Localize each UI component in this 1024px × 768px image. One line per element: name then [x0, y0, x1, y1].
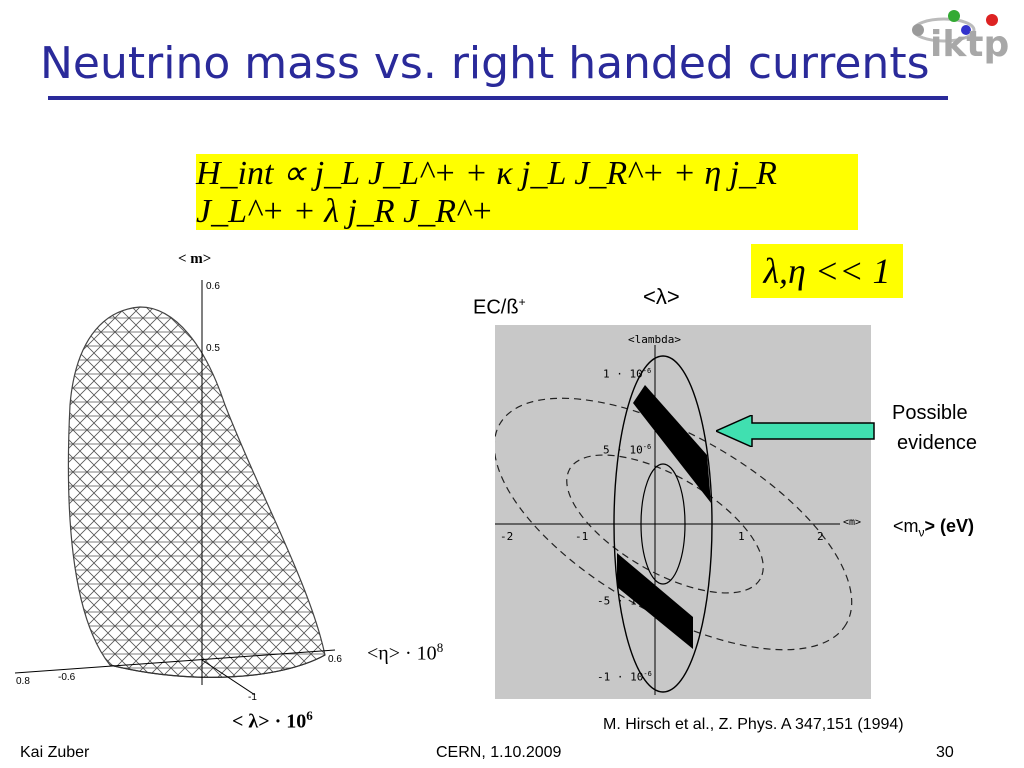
left-right-tick: 0.6: [328, 654, 342, 665]
logo-text: iktp: [930, 24, 1010, 65]
left-bottom-tick: 0.8: [16, 676, 30, 687]
y-tick: -1 · 10-6: [597, 670, 652, 684]
y-tick-text: 5 · 10: [603, 443, 643, 457]
formula-text: H_int ∝ j_L J_L^+ + κ j_L J_R^+ + η j_R …: [196, 155, 777, 230]
y-tick: -5 · 10-6: [597, 594, 652, 608]
y-tick-exp: -6: [643, 594, 652, 602]
x-tick: 2: [817, 530, 824, 543]
eta-axis-text: <η> · 10: [367, 642, 437, 665]
annotation-line1: Possible: [892, 402, 968, 424]
lambda-label: <λ>: [643, 284, 680, 309]
y-tick: 1 · 10-6: [603, 367, 651, 381]
hamiltonian-formula: H_int ∝ j_L J_L^+ + κ j_L J_R^+ + η j_R …: [196, 154, 858, 230]
plot-x-axis-label: <m>: [843, 517, 862, 528]
mass-unit: (eV): [940, 516, 975, 536]
mass-sub: ν: [918, 525, 925, 540]
page-number: 30: [936, 744, 954, 761]
eta-axis-exp: 8: [436, 640, 444, 655]
ec-label-text: EC/ß: [473, 296, 519, 319]
lambda-axis-label: < λ> · 106: [232, 708, 313, 734]
ec-label-sup: +: [518, 295, 526, 309]
y-tick: 5 · 10-6: [603, 443, 651, 457]
ec-label: EC/ß+: [473, 295, 526, 320]
footer-date: CERN, 1.10.2009: [436, 744, 562, 761]
x-tick: -1: [575, 530, 589, 543]
left-3d-plot: [14, 280, 336, 695]
annotation-line2: evidence: [897, 432, 978, 454]
evidence-arrow: [716, 415, 875, 447]
left-z-tick: 0.5: [206, 343, 220, 354]
lambda-axis-exp: 6: [306, 708, 313, 723]
iktp-logo: [912, 10, 998, 43]
allowed-band-upper: [633, 385, 711, 503]
plot-inner-label: <lambda>: [628, 333, 681, 346]
condition-text: λ,η << 1: [763, 251, 891, 291]
y-tick-exp: -6: [643, 670, 652, 678]
condition-box: λ,η << 1: [751, 244, 903, 298]
x-tick: -2: [500, 530, 514, 543]
y-tick-text: -5 · 10: [597, 594, 644, 608]
left-z-tick: 0.6: [206, 281, 220, 292]
mass-axis-label: <mν> (eV): [893, 516, 974, 540]
constraint-plot: [495, 345, 853, 695]
mass-suffix: >: [924, 516, 936, 536]
allowed-band-lower: [617, 553, 693, 649]
lambda-axis-text: < λ> · 10: [232, 710, 307, 733]
reference: M. Hirsch et al., Z. Phys. A 347,151 (19…: [603, 716, 904, 733]
x-tick: 1: [738, 530, 745, 543]
eta-axis-label: <η> · 108: [367, 640, 443, 666]
y-tick-text: -1 · 10: [597, 670, 644, 684]
footer-author: Kai Zuber: [20, 744, 90, 761]
left-front-tick: -1: [248, 692, 257, 703]
y-tick-text: 1 · 10: [603, 367, 643, 381]
mass-prefix: <m: [893, 516, 919, 536]
left-z-axis-label: < m>: [178, 251, 212, 267]
y-tick-exp: -6: [642, 367, 652, 375]
title-underline: [48, 96, 948, 100]
left-bottom-tick: -0.6: [58, 672, 76, 683]
y-tick-exp: -6: [642, 443, 652, 451]
surface-mesh: [67, 306, 326, 678]
slide-title: Neutrino mass vs. right handed currents: [40, 38, 930, 89]
